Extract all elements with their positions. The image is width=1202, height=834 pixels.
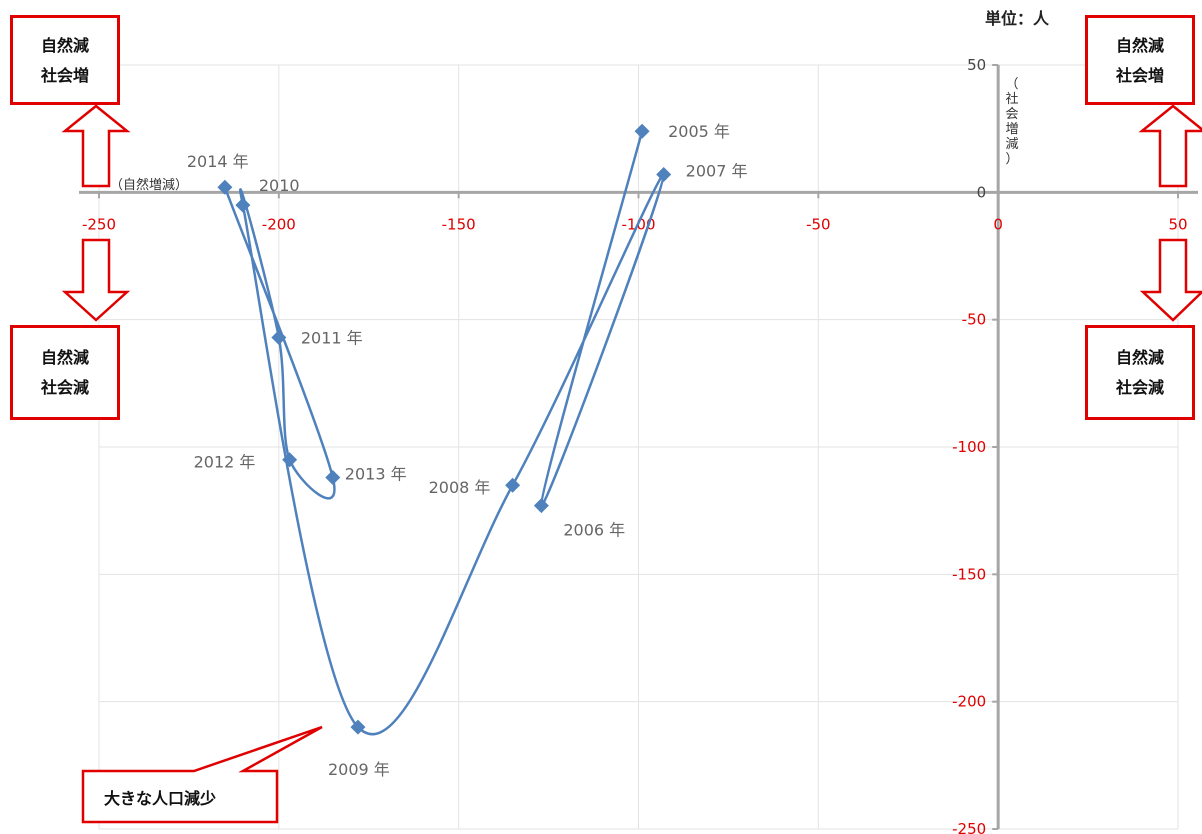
y-axis-title-char: （ (1005, 77, 1018, 92)
svg-text:（社会増減）: （社会増減） (1005, 77, 1018, 167)
y-tick-label: -250 (952, 820, 986, 834)
callout: 大きな人口減少 (81, 725, 323, 824)
quadrant-box-bottom-right: 自然減 社会減 (1085, 325, 1195, 420)
quadrant-line2: 社会増 (1115, 66, 1164, 85)
data-point-marker (217, 179, 233, 195)
data-point-label: 2010 (259, 176, 300, 195)
x-tick-label: 0 (993, 215, 1003, 233)
quadrant-line2: 社会増 (40, 66, 89, 85)
x-tick-label: -250 (82, 215, 116, 233)
quadrant-line1: 自然減 (1115, 36, 1164, 55)
x-axis-title: （自然増減） (110, 177, 188, 193)
arrow-up-right-icon (1138, 104, 1202, 188)
axes (79, 64, 1198, 830)
data-point-marker (505, 477, 521, 493)
y-axis-title-char: 会 (1005, 107, 1018, 122)
arrow-down-left-icon (61, 238, 131, 322)
quadrant-line1: 自然減 (1115, 348, 1164, 367)
data-point-marker (350, 719, 366, 735)
data-point-label: 2012 年 (194, 453, 256, 472)
x-tick-label: -50 (806, 215, 831, 233)
quadrant-line1: 自然減 (40, 36, 89, 55)
y-tick-label: -50 (962, 311, 987, 329)
x-tick-label: 50 (1168, 215, 1187, 233)
y-tick-label: -100 (952, 438, 986, 456)
quadrant-box-bottom-left: 自然減 社会減 (10, 325, 120, 420)
data-point-label: 2006 年 (563, 521, 625, 540)
series-line (223, 130, 665, 736)
y-axis-title-char: ） (1005, 152, 1018, 167)
data-point-label: 2007 年 (686, 162, 748, 181)
data-point-label: 2009 年 (328, 760, 390, 779)
x-tick-label: -150 (442, 215, 476, 233)
y-axis-title-char: 社 (1005, 91, 1018, 107)
data-points (217, 123, 672, 735)
quadrant-box-top-left: 自然減 社会増 (10, 15, 120, 105)
data-point-marker (235, 197, 251, 213)
arrow-down-right-icon (1139, 238, 1202, 322)
data-point-label: 2005 年 (668, 122, 730, 141)
data-point-marker (656, 167, 672, 183)
x-tick-label: -200 (262, 215, 296, 233)
y-axis-title: （社会増減） (1005, 77, 1018, 167)
quadrant-box-top-right: 自然減 社会増 (1085, 15, 1195, 105)
y-tick-label: 0 (977, 183, 987, 201)
unit-label: 単位：人 (985, 9, 1050, 28)
tick-labels: -250 -200 -150 -100 -50 0 50500-50-100-150-200… (82, 56, 1188, 834)
series-path (223, 130, 665, 736)
data-point-marker (325, 470, 341, 486)
arrow-up-left-icon (61, 104, 131, 188)
callout-text: 大きな人口減少 (104, 789, 216, 808)
data-point-label: 2008 年 (429, 478, 491, 497)
data-point-marker (271, 329, 287, 345)
data-point-marker (282, 452, 298, 468)
quadrant-line2: 社会減 (40, 378, 89, 397)
data-point-marker (533, 498, 549, 514)
quadrant-line1: 自然減 (40, 348, 89, 367)
y-axis-title-char: 増 (1005, 122, 1018, 137)
point-labels: 2005 年 2006 年 2007 年 2008 年 2009 年 2010 2011 年… (187, 122, 748, 779)
data-point-marker (634, 123, 650, 139)
y-tick-label: -200 (952, 693, 986, 711)
data-point-label: 2013 年 (345, 465, 407, 484)
y-tick-label: 50 (967, 56, 986, 74)
data-point-label: 2011 年 (301, 328, 363, 347)
y-tick-label: -150 (952, 565, 986, 583)
data-point-label: 2014 年 (187, 152, 249, 171)
quadrant-line2: 社会減 (1115, 378, 1164, 397)
y-axis-title-char: 減 (1005, 136, 1018, 152)
